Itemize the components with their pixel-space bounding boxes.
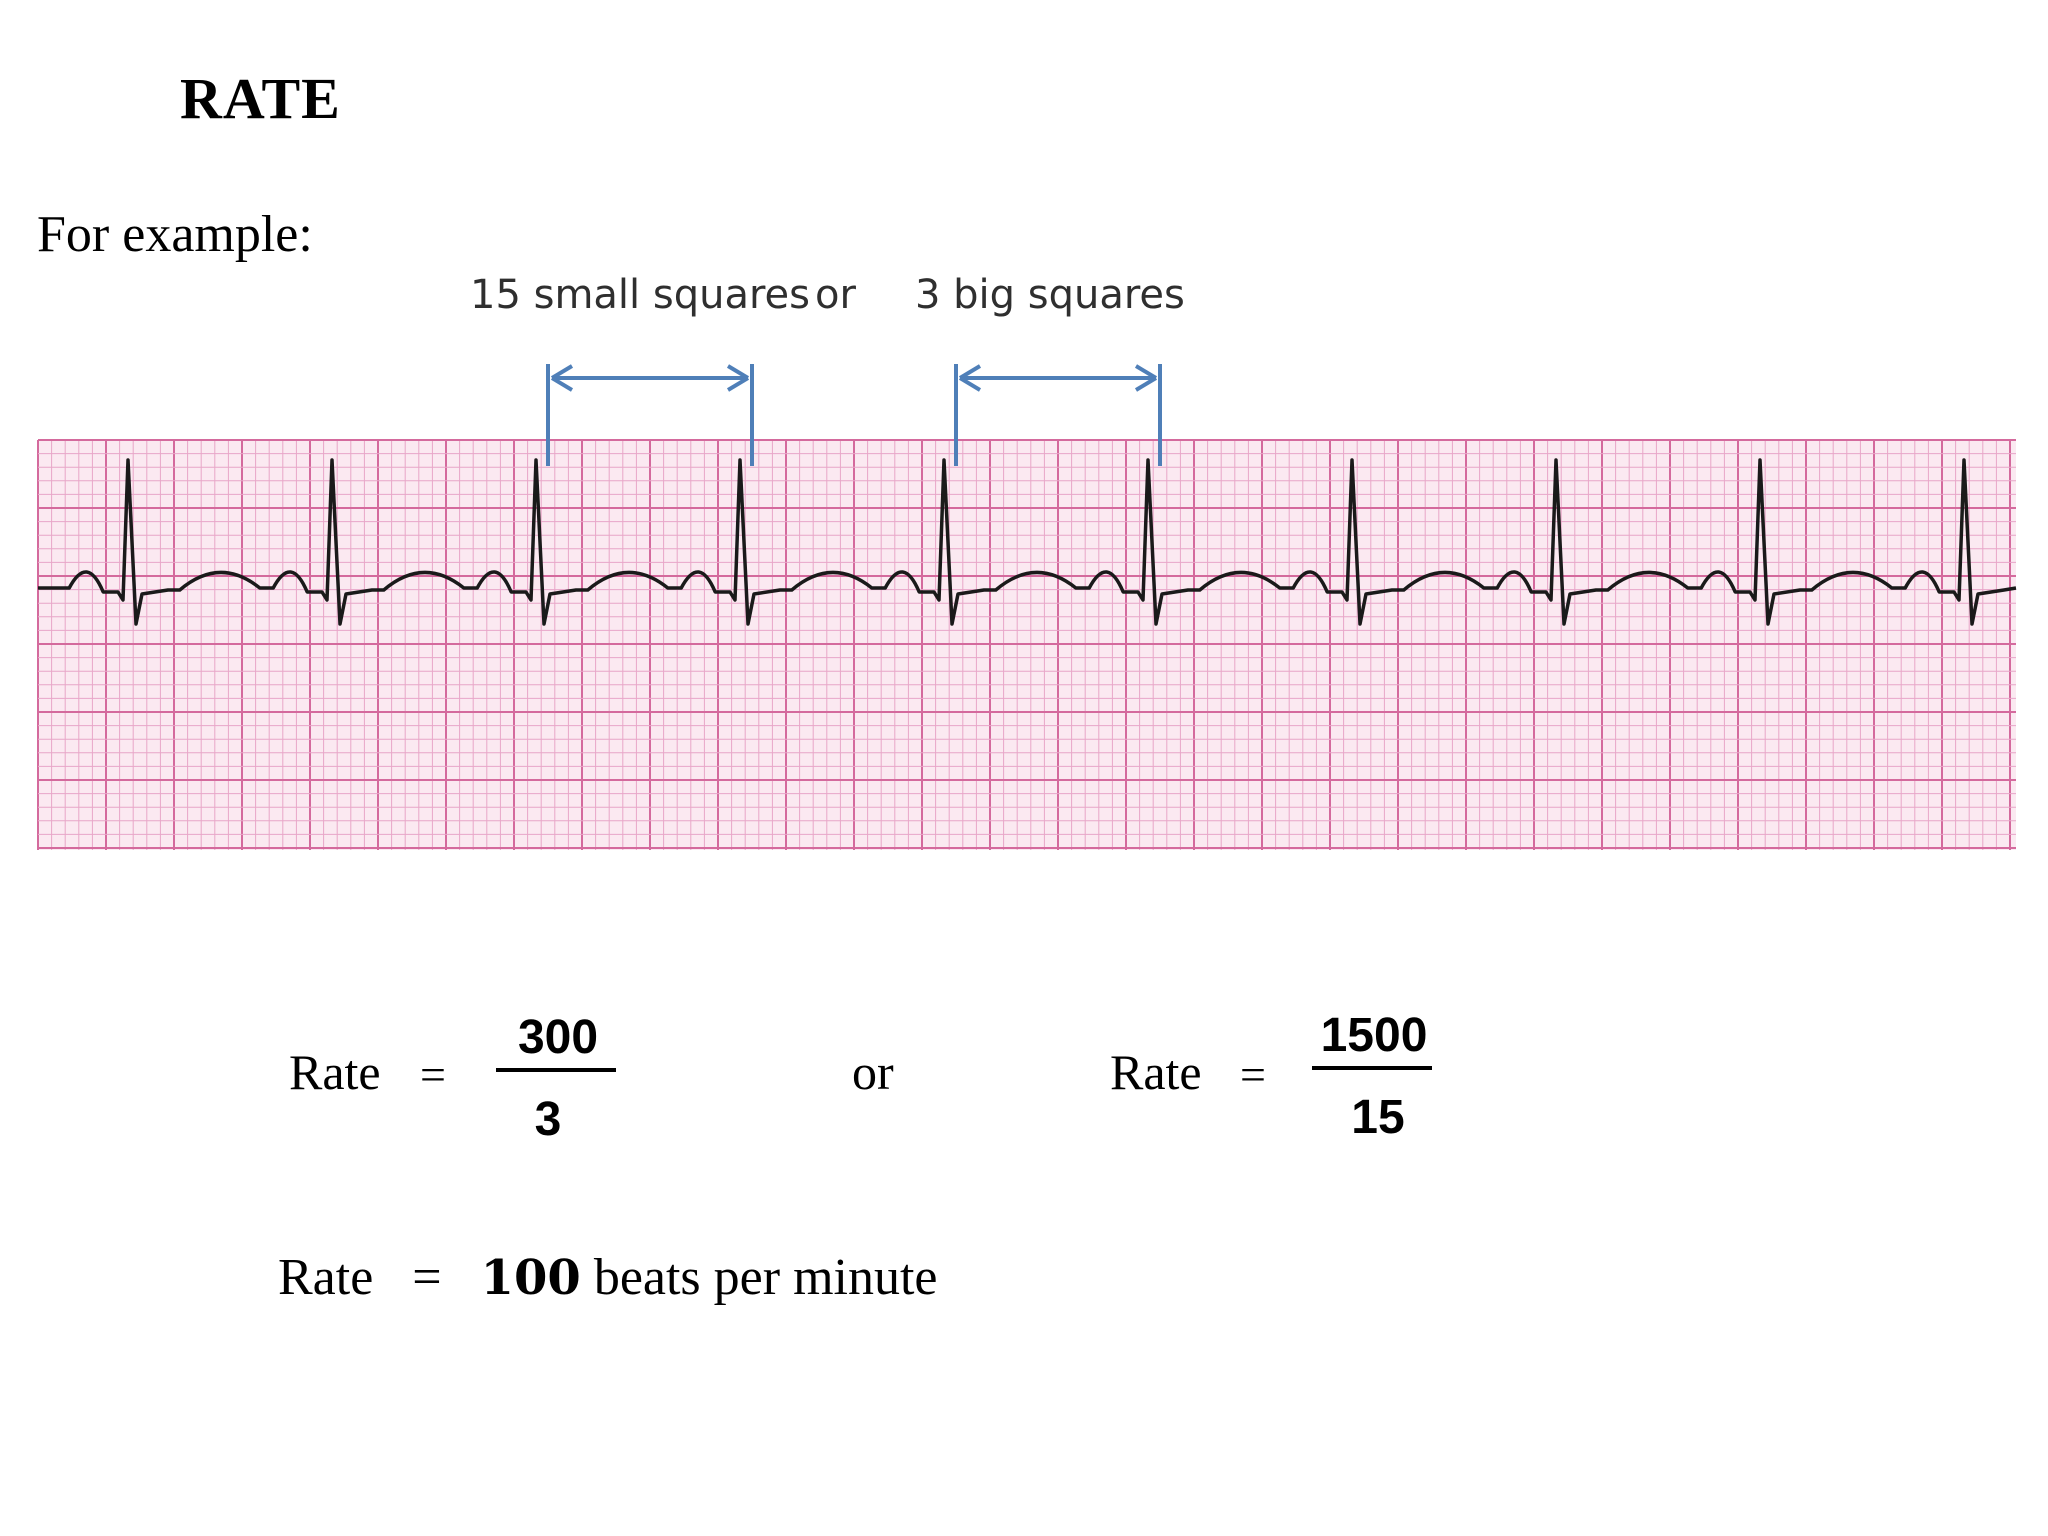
arrow-segment: [726, 364, 750, 380]
or-text: or: [852, 1044, 894, 1100]
rate-label-1: Rate: [289, 1044, 381, 1100]
big-squares-interval-arrow: [954, 364, 1162, 466]
equals-sign-2: =: [1240, 1049, 1266, 1100]
ecg-strip: [37, 364, 2017, 850]
interval-arrows: [546, 364, 1162, 466]
ecg-grid: [37, 439, 2016, 850]
denominator-1: 3: [534, 1093, 562, 1146]
result-unit: beats per minute: [593, 1249, 938, 1306]
result-equals: =: [412, 1249, 442, 1306]
arrow-segment: [1134, 364, 1158, 380]
intro-text: For example:: [37, 206, 313, 263]
rate-label-2: Rate: [1110, 1044, 1202, 1100]
arrow-segment: [550, 376, 574, 392]
annotation-big-squares: 3 big squares: [915, 272, 1185, 318]
result-value: 100: [480, 1250, 581, 1306]
annotation-or: or: [815, 272, 856, 318]
slide-title: RATE: [180, 66, 341, 131]
annotation-small-squares: 15 small squares: [470, 272, 810, 318]
arrow-segment: [958, 364, 982, 380]
arrow-segment: [958, 376, 982, 392]
fraction-bar-1: [496, 1068, 616, 1072]
fraction-bar-2: [1312, 1066, 1432, 1070]
arrow-segment: [1134, 376, 1158, 392]
ecg-trace: [38, 458, 2017, 626]
result-label: Rate: [278, 1249, 374, 1306]
arrow-segment: [726, 376, 750, 392]
numerator-1: 300: [517, 1011, 599, 1064]
equals-sign-1: =: [420, 1049, 446, 1100]
result-statement: Rate = 100 beats per minute: [278, 1248, 938, 1307]
numerator-2: 1500: [1320, 1009, 1428, 1062]
small-squares-interval-arrow: [546, 364, 754, 466]
arrow-segment: [550, 364, 574, 380]
denominator-2: 15: [1351, 1091, 1405, 1144]
